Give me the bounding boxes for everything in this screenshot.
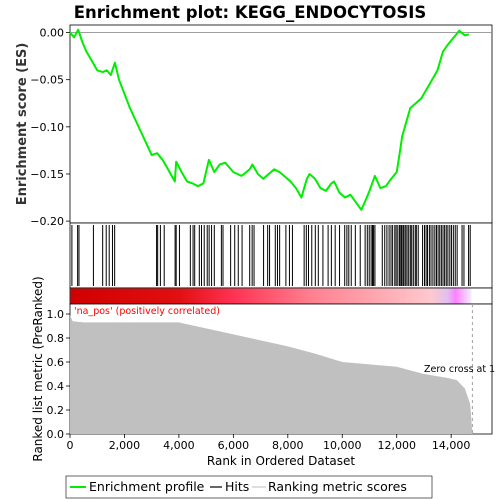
- enrichment-profile-line: [69, 28, 470, 211]
- metric-y-tick-label: 0.4: [47, 380, 65, 393]
- es-y-tick-label: 0.00: [40, 27, 65, 40]
- metric-y-tick-label: 0.6: [47, 356, 65, 369]
- es-gridlines: [70, 32, 492, 34]
- metric-x-tick-label: 12,000: [377, 439, 416, 452]
- legend-box: [65, 475, 433, 499]
- legend-enrichment-profile: Enrichment profile: [89, 479, 205, 494]
- metric-y-tick-label: 0.0: [47, 428, 65, 441]
- metric-x-ticks: 0 2,000 4,000 6,000 8,000 10,000 12,000 14,000: [67, 434, 471, 452]
- metric-y-axis-label: Ranked list metric (PreRanked): [31, 276, 45, 461]
- metric-x-tick-label: 8,000: [272, 439, 304, 452]
- positive-correlation-label: 'na_pos' (positively correlated): [74, 306, 220, 317]
- metric-panel: 0.0 0.2 0.4 0.6 0.8 1.0 0 2,000 4,000 6,000 8,000…: [31, 276, 495, 468]
- metric-x-axis-label: Rank in Ordered Dataset: [207, 454, 355, 468]
- es-y-axis-label: Enrichment score (ES): [15, 43, 30, 206]
- es-y-tick-label: −0.15: [30, 168, 64, 181]
- metric-x-tick-label: 14,000: [432, 439, 471, 452]
- metric-y-tick-label: 0.2: [47, 404, 65, 417]
- rank-gradient-panel: [69, 287, 493, 305]
- metric-x-tick-label: 0: [67, 439, 74, 452]
- legend-ranking-metric-scores: Ranking metric scores: [268, 479, 407, 494]
- metric-x-tick-label: 6,000: [218, 439, 250, 452]
- hit-marks: [71, 225, 471, 286]
- metric-x-tick-label: 2,000: [109, 439, 141, 452]
- es-panel: 0.00 −0.05 −0.10 −0.15 −0.20 Enrichment scor…: [15, 24, 493, 228]
- metric-y-tick-label: 0.8: [47, 332, 65, 345]
- es-y-ticks: 0.00 −0.05 −0.10 −0.15 −0.20: [30, 27, 70, 228]
- es-y-tick-label: −0.05: [30, 74, 64, 87]
- metric-y-ticks: 0.0 0.2 0.4 0.6 0.8 1.0: [47, 308, 70, 441]
- es-plot-area: [69, 24, 493, 224]
- es-y-tick-label: −0.20: [30, 215, 64, 228]
- es-y-tick-label: −0.10: [30, 121, 64, 134]
- metric-x-tick-label: 10,000: [323, 439, 362, 452]
- zero-cross-label: Zero cross at 1: [424, 364, 495, 375]
- ranking-metric-area: [70, 315, 473, 434]
- legend-hits: Hits: [225, 479, 249, 494]
- legend: Enrichment profile Hits Ranking metric s…: [65, 475, 433, 499]
- chart-title: Enrichment plot: KEGG_ENDOCYTOSIS: [74, 3, 427, 22]
- metric-y-tick-label: 1.0: [47, 308, 65, 321]
- hits-plot-area: [69, 222, 493, 289]
- hits-panel: [69, 222, 493, 289]
- metric-x-tick-label: 4,000: [163, 439, 195, 452]
- rank-gradient-bar: [70, 288, 472, 304]
